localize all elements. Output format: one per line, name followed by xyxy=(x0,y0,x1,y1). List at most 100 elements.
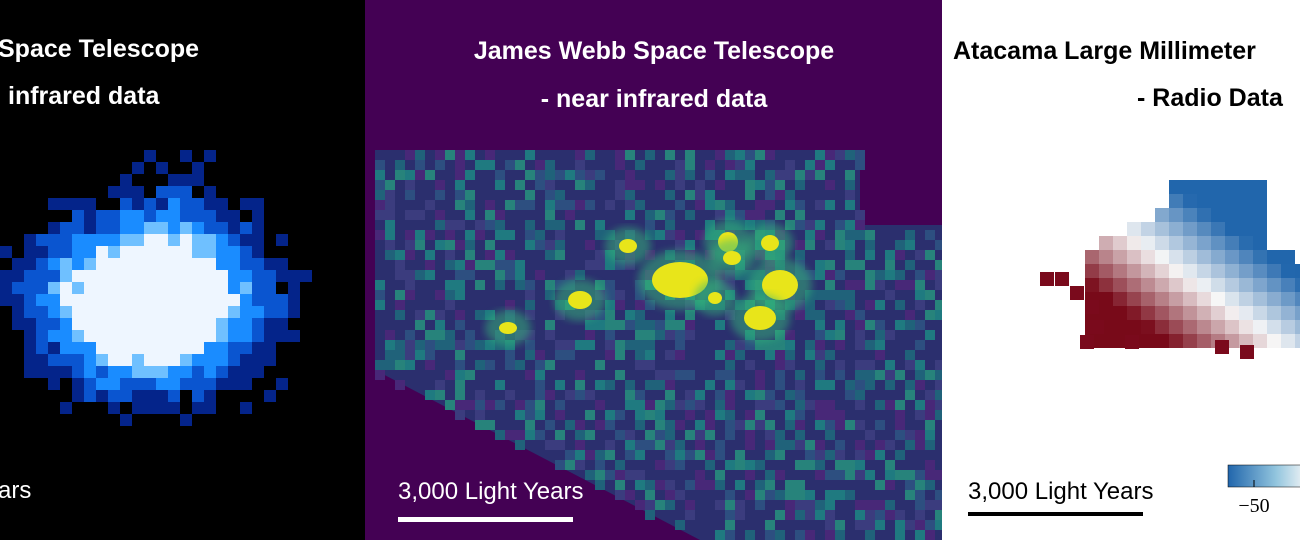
title-line: Atacama Large Millimeter xyxy=(953,37,1256,65)
pixel xyxy=(695,450,705,460)
pixel xyxy=(665,310,675,320)
pixel xyxy=(655,480,665,490)
pixel xyxy=(725,530,735,540)
pixel xyxy=(535,380,545,390)
pixel xyxy=(1197,306,1211,320)
pixel xyxy=(665,190,675,200)
pixel xyxy=(925,230,935,240)
pixel xyxy=(685,330,695,340)
pixel xyxy=(1127,250,1141,264)
pixel xyxy=(72,210,84,222)
pixel xyxy=(815,160,825,170)
pixel xyxy=(525,200,535,210)
pixel xyxy=(625,340,635,350)
pixel xyxy=(835,470,845,480)
pixel xyxy=(685,390,695,400)
pixel xyxy=(60,402,72,414)
pixel xyxy=(288,306,300,318)
pixel xyxy=(885,290,895,300)
pixel xyxy=(425,340,435,350)
pixel xyxy=(545,440,555,450)
pixel xyxy=(525,300,535,310)
pixel xyxy=(96,354,108,366)
pixel xyxy=(725,520,735,530)
pixel xyxy=(252,210,264,222)
pixel xyxy=(575,150,585,160)
pixel xyxy=(625,190,635,200)
pixel xyxy=(120,306,132,318)
pixel xyxy=(36,258,48,270)
pixel xyxy=(120,354,132,366)
pixel xyxy=(575,460,585,470)
pixel xyxy=(655,500,665,510)
pixel xyxy=(1183,222,1197,236)
pixel xyxy=(755,180,765,190)
pixel xyxy=(825,380,835,390)
pixel xyxy=(1225,278,1239,292)
pixel xyxy=(72,246,84,258)
pixel xyxy=(545,220,555,230)
pixel xyxy=(935,270,942,280)
pixel xyxy=(715,470,725,480)
pixel xyxy=(855,150,865,160)
pixel xyxy=(455,290,465,300)
pixel xyxy=(465,240,475,250)
pixel xyxy=(845,380,855,390)
pixel xyxy=(395,310,405,320)
pixel xyxy=(775,440,785,450)
pixel xyxy=(505,250,515,260)
pixel xyxy=(60,246,72,258)
pixel xyxy=(12,270,24,282)
pixel xyxy=(1267,278,1281,292)
pixel xyxy=(615,150,625,160)
pixel xyxy=(885,460,895,470)
pixel xyxy=(425,350,435,360)
pixel xyxy=(1253,194,1267,208)
pixel xyxy=(525,230,535,240)
pixel xyxy=(545,420,555,430)
pixel xyxy=(895,450,905,460)
pixel xyxy=(72,270,84,282)
pixel xyxy=(1239,334,1253,348)
pixel xyxy=(935,510,942,520)
pixel xyxy=(1295,264,1300,278)
pixel xyxy=(1099,306,1113,320)
pixel xyxy=(665,230,675,240)
pixel xyxy=(1225,208,1239,222)
pixel xyxy=(425,170,435,180)
pixel xyxy=(895,300,905,310)
pixel xyxy=(1239,194,1253,208)
pixel xyxy=(645,430,655,440)
pixel xyxy=(555,200,565,210)
pixel xyxy=(595,170,605,180)
pixel xyxy=(60,282,72,294)
pixel xyxy=(715,320,725,330)
pixel xyxy=(264,258,276,270)
pixel xyxy=(745,490,755,500)
pixel xyxy=(405,180,415,190)
pixel xyxy=(204,330,216,342)
pixel xyxy=(765,180,775,190)
pixel xyxy=(48,294,60,306)
pixel xyxy=(120,222,132,234)
pixel xyxy=(795,370,805,380)
pixel xyxy=(405,170,415,180)
pixel xyxy=(228,258,240,270)
pixel xyxy=(84,222,96,234)
pixel xyxy=(108,390,120,402)
pixel xyxy=(765,150,775,160)
pixel xyxy=(505,260,515,270)
pixel xyxy=(805,240,815,250)
pixel xyxy=(735,500,745,510)
pixel xyxy=(665,480,675,490)
pixel xyxy=(605,420,615,430)
pixel xyxy=(1281,250,1295,264)
pixel xyxy=(565,270,575,280)
pixel xyxy=(455,170,465,180)
pixel xyxy=(1211,278,1225,292)
pixel xyxy=(845,240,855,250)
pixel xyxy=(745,160,755,170)
pixel xyxy=(685,170,695,180)
pixel xyxy=(745,430,755,440)
pixel xyxy=(276,330,288,342)
